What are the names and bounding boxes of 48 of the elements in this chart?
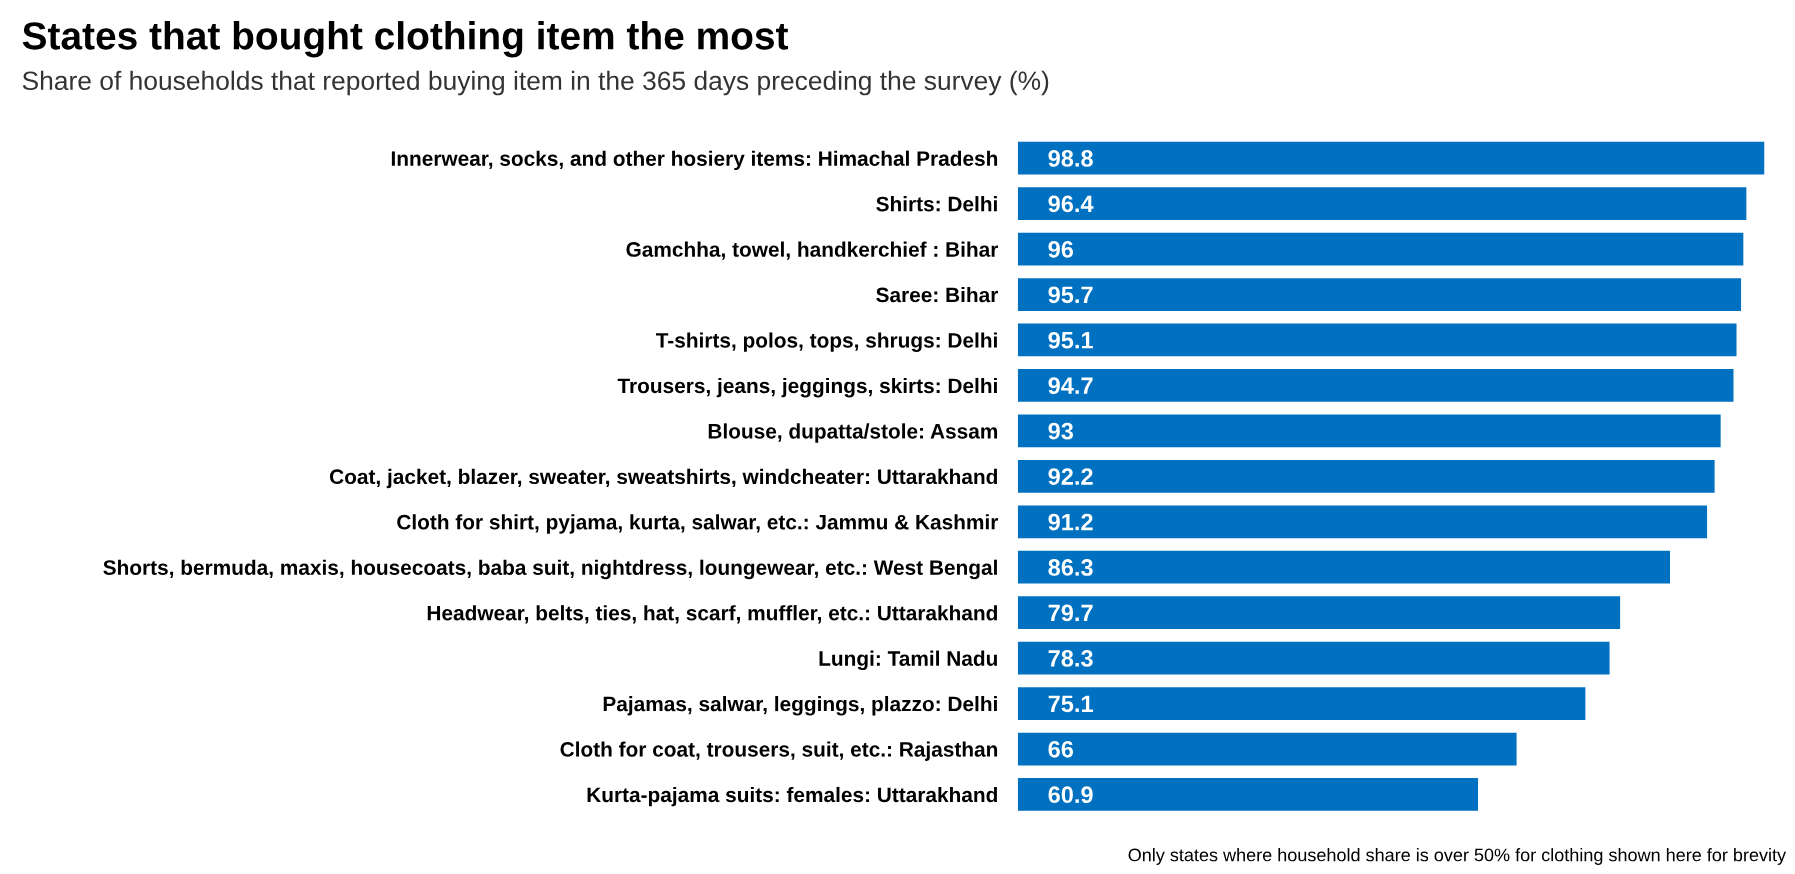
data-label: 98.8 bbox=[1048, 150, 1093, 167]
bar bbox=[1017, 278, 1742, 311]
y-tick-label: Kurta-pajama suits: females: Uttarakhand bbox=[587, 786, 997, 807]
data-label: 95.7 bbox=[1048, 286, 1093, 304]
data-label: 92.2 bbox=[1048, 468, 1093, 485]
y-tick-label: Shirts: Delhi bbox=[876, 196, 997, 212]
bar bbox=[1017, 550, 1671, 584]
bar bbox=[1017, 778, 1479, 811]
bar bbox=[1017, 369, 1734, 402]
y-tick-label: Cloth for shirt, pyjama, kurta, salwar, etc.: Jammu & Kashmir bbox=[397, 514, 999, 534]
y-tick-label: T-shirts, polos, tops, shrugs: Delhi bbox=[655, 332, 997, 352]
text: States that bought clothing item the most bbox=[22, 21, 789, 58]
y-tick-label: Trousers, jeans, jeggings, skirts: Delhi bbox=[617, 377, 997, 398]
bar bbox=[1017, 687, 1586, 720]
data-label: 66 bbox=[1048, 740, 1074, 758]
bar bbox=[1017, 732, 1517, 766]
y-tick-label: Coat, jacket, blazer, sweater, sweatshirts, windcheater: Uttarakhand bbox=[329, 468, 997, 489]
y-tick-label: Lungi: Tamil Nadu bbox=[819, 650, 997, 671]
data-label: 60.9 bbox=[1048, 786, 1093, 804]
data-label: 94.7 bbox=[1048, 377, 1093, 395]
data-label: 91.2 bbox=[1048, 513, 1093, 531]
bar bbox=[1017, 505, 1708, 539]
bar bbox=[1017, 641, 1610, 675]
bar bbox=[1017, 459, 1715, 493]
bar bbox=[1017, 141, 1765, 175]
data-label: 79.7 bbox=[1048, 604, 1093, 622]
bar bbox=[1017, 187, 1747, 220]
data-label: 96.4 bbox=[1048, 195, 1094, 213]
y-tick-label: Innerwear, socks, and other hosiery items: Himachal Pradesh bbox=[391, 150, 998, 171]
text: Share of households that reported buying item in the 365 days preceding the survey (%) bbox=[22, 70, 1049, 96]
y-tick-label: Saree: Bihar bbox=[876, 286, 999, 303]
y-tick-label: Cloth for coat, trousers, suit, etc.: Rajasthan bbox=[560, 741, 998, 761]
data-label: 95.1 bbox=[1048, 331, 1093, 349]
y-tick-label: Blouse, dupatta/stole: Assam bbox=[708, 423, 998, 443]
bar bbox=[1017, 414, 1721, 448]
y-tick-label: Gamchha, towel, handkerchief : Bihar bbox=[626, 241, 999, 260]
y-tick-label: Headwear, belts, ties, hat, scarf, muffler, etc.: Uttarakhand bbox=[427, 605, 997, 624]
y-tick-label: Pajamas, salwar, leggings, plazzo: Delhi bbox=[603, 696, 997, 716]
data-label: 93 bbox=[1048, 422, 1074, 440]
bar bbox=[1017, 596, 1621, 630]
bar bbox=[1017, 232, 1744, 266]
data-label: 75.1 bbox=[1048, 695, 1093, 713]
data-label: 78.3 bbox=[1048, 650, 1093, 667]
data-label: 96 bbox=[1048, 240, 1074, 258]
data-label: 86.3 bbox=[1048, 559, 1093, 576]
text: Only states where household share is over 50% for clothing shown here for brevity bbox=[1128, 848, 1787, 865]
bar bbox=[1017, 323, 1737, 357]
y-tick-label: Shorts, bermuda, maxis, housecoats, baba suit, nightdress, loungewear, etc.: West Bengal bbox=[103, 559, 997, 580]
